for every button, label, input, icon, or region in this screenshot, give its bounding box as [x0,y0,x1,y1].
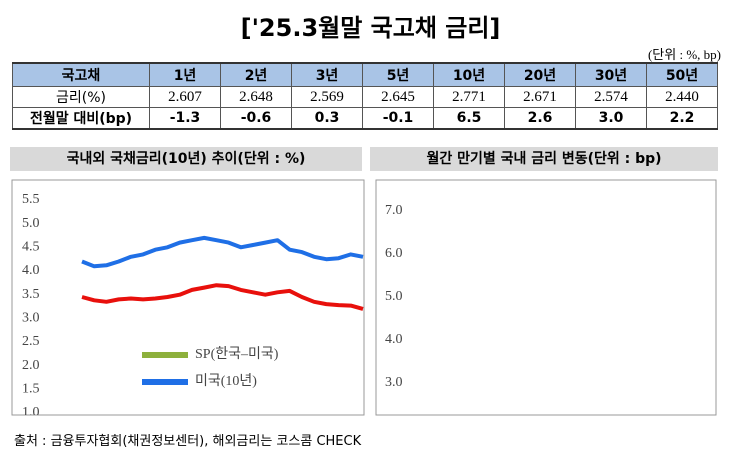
y-tick-label: 4.0 [385,332,403,347]
y-tick-label: 5.0 [385,289,403,304]
y-tick-label: 4.0 [22,263,40,278]
y-tick-label: 5.5 [22,192,40,207]
row-label: 금리(%) [12,86,150,108]
cell: 2.440 [646,86,718,108]
footer: 출처 : 금융투자협회(채권정보센터), 해외금리는 코스콤 CHECK [14,434,362,449]
cell: 2.645 [362,86,434,108]
cell: 2.574 [575,86,647,108]
line-series [81,283,364,311]
header-row: 국고채 1년 2년 3년 5년 10년 20년 30년 50년 [12,62,718,87]
legend-label: 미국(10년) [195,373,257,389]
column-header: 50년 [646,62,718,87]
table-row: 전월말 대비(bp) -1.3 -0.6 0.3 -0.1 6.5 2.6 3.0 2.2 [12,107,718,130]
chart-frame [11,179,365,416]
y-tick-label: 1.0 [22,405,40,420]
y-tick-label: 4.5 [22,240,40,255]
chart-right: 2.0 3.0 4.0 5.0 6.0 7.0 [385,203,403,433]
table-body: 금리(%) 2.607 2.648 2.569 2.645 2.771 2.671 2.574… [12,86,718,130]
cell: 2.671 [504,86,576,108]
column-header: 20년 [504,62,576,87]
y-tick-label: 5.0 [22,216,40,231]
line-series [81,235,364,269]
chart-left: 1.0 1.5 2.0 2.5 3.0 3.5 4.0 4.5 5.0 5.5 SP(한국–미국) 미… [22,192,364,420]
cell: 6.5 [433,107,505,130]
cell: 2.771 [433,86,505,108]
unit-note: (단위 : %, bp) [647,47,721,62]
panel-title: 월간 만기별 국내 금리 변동(단위 : bp) [370,147,718,171]
cell: -0.6 [220,107,292,130]
rate-table: 국고채 1년 2년 3년 5년 10년 20년 30년 50년 금리(%) 2.607 2.648 2… [12,62,718,130]
y-tick-label: 3.5 [22,287,40,302]
column-header: 국고채 [12,62,150,87]
chart-frame [375,179,717,416]
cell: 2.607 [149,86,221,108]
y-tick-label: 2.5 [22,334,40,349]
legend-label: SP(한국–미국) [195,346,279,362]
y-tick-label: 6.0 [385,246,403,261]
y-tick-label: 7.0 [385,203,403,218]
column-header: 30년 [575,62,647,87]
y-tick-label: 3.0 [385,375,403,390]
cell: -0.1 [362,107,434,130]
table-row: 금리(%) 2.607 2.648 2.569 2.645 2.771 2.671 2.574… [12,86,718,108]
y-tick-label: 3.0 [22,311,40,326]
column-header: 1년 [149,62,221,87]
column-header: 2년 [220,62,292,87]
cell: 2.2 [646,107,718,130]
cell: 3.0 [575,107,647,130]
page-title: ['25.3월말 국고채 금리] [240,14,501,42]
cell: 2.569 [291,86,363,108]
row-label: 전월말 대비(bp) [12,107,150,130]
cell: 0.3 [291,107,363,130]
cell: 2.6 [504,107,576,130]
y-tick-label: 2.0 [385,418,403,433]
panel-title: 국내외 국채금리(10년) 추이(단위 : %) [10,147,362,171]
column-header: 10년 [433,62,505,87]
cell: -1.3 [149,107,221,130]
y-tick-label: 1.5 [22,382,40,397]
y-tick-label: 2.0 [22,358,40,373]
